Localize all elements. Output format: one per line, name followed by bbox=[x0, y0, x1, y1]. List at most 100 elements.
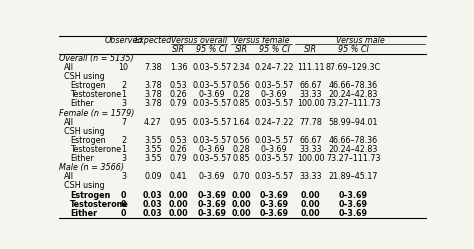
Text: 7: 7 bbox=[121, 118, 126, 127]
Text: Male (n = 3566): Male (n = 3566) bbox=[59, 163, 124, 172]
Text: 0.03: 0.03 bbox=[143, 209, 163, 218]
Text: 0.03–5.57: 0.03–5.57 bbox=[255, 81, 294, 90]
Text: Estrogen: Estrogen bbox=[70, 81, 106, 90]
Text: 10: 10 bbox=[118, 63, 128, 72]
Text: Estrogen: Estrogen bbox=[70, 190, 110, 199]
Text: 0.28: 0.28 bbox=[232, 90, 250, 99]
Text: 0–3.69: 0–3.69 bbox=[338, 209, 368, 218]
Text: 3.55: 3.55 bbox=[144, 136, 162, 145]
Text: 3: 3 bbox=[121, 99, 126, 108]
Text: Either: Either bbox=[70, 99, 94, 108]
Text: Testosterone: Testosterone bbox=[70, 90, 121, 99]
Text: 87.69–129.3C: 87.69–129.3C bbox=[326, 63, 381, 72]
Text: Versus male: Versus male bbox=[336, 36, 384, 45]
Text: 0–3.69: 0–3.69 bbox=[260, 209, 289, 218]
Text: 1.64: 1.64 bbox=[232, 118, 250, 127]
Text: Either: Either bbox=[70, 154, 94, 163]
Text: Overall (n = 5135): Overall (n = 5135) bbox=[59, 54, 134, 63]
Text: 0.24–7.22: 0.24–7.22 bbox=[255, 63, 294, 72]
Text: SIR: SIR bbox=[304, 45, 318, 54]
Text: 0.03–5.57: 0.03–5.57 bbox=[255, 154, 294, 163]
Text: 3.55: 3.55 bbox=[144, 145, 162, 154]
Text: 111.11: 111.11 bbox=[297, 63, 325, 72]
Text: 0–3.69: 0–3.69 bbox=[197, 209, 226, 218]
Text: 0.03–5.57: 0.03–5.57 bbox=[192, 136, 231, 145]
Text: 66.67: 66.67 bbox=[300, 136, 322, 145]
Text: 58.99–94.01: 58.99–94.01 bbox=[328, 118, 378, 127]
Text: 0.00: 0.00 bbox=[301, 209, 321, 218]
Text: 0.53: 0.53 bbox=[170, 81, 187, 90]
Text: 0–3.69: 0–3.69 bbox=[260, 200, 289, 209]
Text: 0.03–5.57: 0.03–5.57 bbox=[192, 63, 231, 72]
Text: Either: Either bbox=[70, 209, 97, 218]
Text: Estrogen: Estrogen bbox=[70, 136, 106, 145]
Text: 3: 3 bbox=[121, 172, 126, 181]
Text: 0.00: 0.00 bbox=[231, 190, 251, 199]
Text: 0.00: 0.00 bbox=[231, 200, 251, 209]
Text: All: All bbox=[64, 118, 73, 127]
Text: All: All bbox=[64, 172, 73, 181]
Text: 0.03: 0.03 bbox=[143, 190, 163, 199]
Text: CSH using: CSH using bbox=[64, 127, 104, 136]
Text: 0.03–5.57: 0.03–5.57 bbox=[192, 118, 231, 127]
Text: 0.26: 0.26 bbox=[170, 145, 187, 154]
Text: 0–3.69: 0–3.69 bbox=[338, 200, 368, 209]
Text: 0–3.69: 0–3.69 bbox=[199, 90, 225, 99]
Text: 0.56: 0.56 bbox=[232, 136, 250, 145]
Text: 66.67: 66.67 bbox=[300, 81, 322, 90]
Text: 20.24–42.83: 20.24–42.83 bbox=[328, 145, 378, 154]
Text: 0–3.69: 0–3.69 bbox=[338, 190, 368, 199]
Text: 0.03–5.57: 0.03–5.57 bbox=[192, 81, 231, 90]
Text: Expected: Expected bbox=[134, 36, 172, 45]
Text: Testosterone: Testosterone bbox=[70, 200, 129, 209]
Text: 0.00: 0.00 bbox=[169, 200, 189, 209]
Text: 0–3.69: 0–3.69 bbox=[261, 145, 287, 154]
Text: 33.33: 33.33 bbox=[300, 145, 322, 154]
Text: CSH using: CSH using bbox=[64, 72, 104, 81]
Text: 100.00: 100.00 bbox=[297, 154, 325, 163]
Text: 0: 0 bbox=[121, 190, 126, 199]
Text: All: All bbox=[64, 63, 73, 72]
Text: 3.55: 3.55 bbox=[144, 154, 162, 163]
Text: 0–3.69: 0–3.69 bbox=[260, 190, 289, 199]
Text: 46.66–78.36: 46.66–78.36 bbox=[328, 81, 378, 90]
Text: 0–3.69: 0–3.69 bbox=[199, 172, 225, 181]
Text: 100.00: 100.00 bbox=[297, 99, 325, 108]
Text: 95 % CI: 95 % CI bbox=[259, 45, 290, 54]
Text: 21.89–45.17: 21.89–45.17 bbox=[328, 172, 378, 181]
Text: 0.00: 0.00 bbox=[169, 190, 189, 199]
Text: 7.38: 7.38 bbox=[144, 63, 162, 72]
Text: 0.03: 0.03 bbox=[143, 200, 163, 209]
Text: Versus female: Versus female bbox=[233, 36, 290, 45]
Text: 0.79: 0.79 bbox=[170, 99, 188, 108]
Text: 0.03–5.57: 0.03–5.57 bbox=[192, 154, 231, 163]
Text: 73.27–111.73: 73.27–111.73 bbox=[326, 99, 380, 108]
Text: 0.03–5.57: 0.03–5.57 bbox=[192, 99, 231, 108]
Text: 0.56: 0.56 bbox=[232, 81, 250, 90]
Text: SIR: SIR bbox=[172, 45, 185, 54]
Text: 33.33: 33.33 bbox=[300, 172, 322, 181]
Text: 3.78: 3.78 bbox=[144, 81, 162, 90]
Text: 2.34: 2.34 bbox=[232, 63, 250, 72]
Text: 0.03–5.57: 0.03–5.57 bbox=[255, 136, 294, 145]
Text: 0.26: 0.26 bbox=[170, 90, 187, 99]
Text: 95 % CI: 95 % CI bbox=[196, 45, 227, 54]
Text: 3.78: 3.78 bbox=[144, 90, 162, 99]
Text: Observed: Observed bbox=[104, 36, 143, 45]
Text: 0.24–7.22: 0.24–7.22 bbox=[255, 118, 294, 127]
Text: 77.78: 77.78 bbox=[300, 118, 322, 127]
Text: 0.53: 0.53 bbox=[170, 136, 187, 145]
Text: 0.00: 0.00 bbox=[169, 209, 189, 218]
Text: 2: 2 bbox=[121, 81, 126, 90]
Text: 0: 0 bbox=[121, 209, 126, 218]
Text: 0.03–5.57: 0.03–5.57 bbox=[255, 99, 294, 108]
Text: 0.28: 0.28 bbox=[232, 145, 250, 154]
Text: 0.03–5.57: 0.03–5.57 bbox=[255, 172, 294, 181]
Text: 0.09: 0.09 bbox=[144, 172, 162, 181]
Text: 0.79: 0.79 bbox=[170, 154, 188, 163]
Text: 1: 1 bbox=[121, 90, 126, 99]
Text: Versus overall: Versus overall bbox=[171, 36, 227, 45]
Text: 0–3.69: 0–3.69 bbox=[197, 190, 226, 199]
Text: 0–3.69: 0–3.69 bbox=[197, 200, 226, 209]
Text: 4.27: 4.27 bbox=[144, 118, 162, 127]
